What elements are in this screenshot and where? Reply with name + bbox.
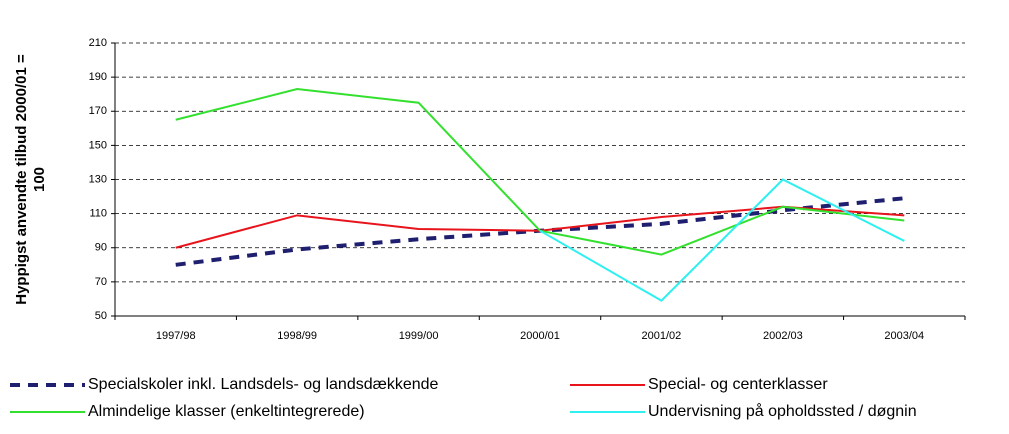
legend-label: Almindelige klasser (enkeltintegrerede) [88,403,365,420]
x-tick-label: 1998/99 [277,330,317,342]
series-line [175,205,905,249]
legend-label: Special- og centerklasser [648,376,828,393]
x-tick-label: 1997/98 [156,330,196,342]
y-tick-label: 70 [95,276,107,288]
y-tick-label: 50 [95,310,107,322]
y-tick-label: 190 [89,71,107,83]
x-tick-label: 2001/02 [642,330,682,342]
series-line [539,178,905,302]
y-axis-title: 100 [31,167,48,192]
x-tick-label: 2003/04 [884,330,924,342]
y-axis-title: Hyppigst anvendte tilbud 2000/01 = [13,54,30,305]
y-tick-label: 170 [89,105,107,117]
x-tick-label: 2000/01 [520,330,560,342]
y-tick-label: 210 [89,37,107,49]
legend-label: Specialskoler inkl. Landsdels- og landsd… [88,376,439,393]
y-tick-label: 90 [95,242,107,254]
x-tick-label: 2002/03 [763,330,803,342]
x-tick-label: 1999/00 [399,330,439,342]
y-tick-label: 130 [89,173,107,185]
y-tick-label: 150 [89,139,107,151]
legend-label: Undervisning på opholdssted / døgnin [648,402,917,420]
series-line [175,88,905,256]
y-tick-label: 110 [89,208,107,220]
